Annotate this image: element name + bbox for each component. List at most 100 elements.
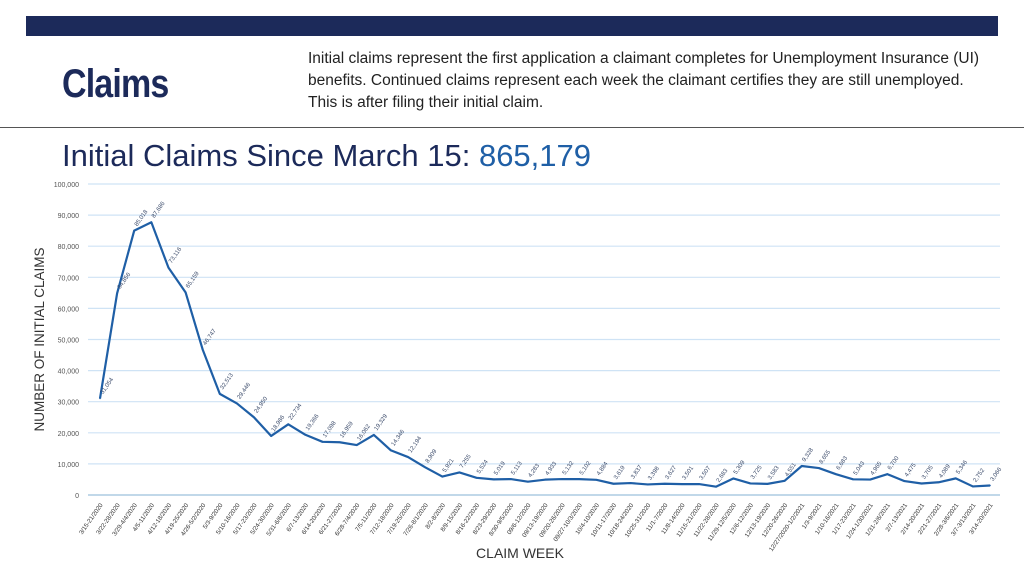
data-point xyxy=(646,483,649,486)
divider xyxy=(0,127,1024,128)
data-point xyxy=(629,482,632,484)
data-label: 16,959 xyxy=(339,420,355,439)
y-tick-label: 70,000 xyxy=(58,275,80,282)
data-point xyxy=(116,292,118,295)
data-label: 3,398 xyxy=(647,465,661,481)
data-label: 64,856 xyxy=(117,271,133,290)
data-label: 6,700 xyxy=(887,455,901,471)
data-label: 3,583 xyxy=(767,465,781,481)
data-point xyxy=(407,456,409,458)
data-point xyxy=(972,485,974,488)
data-label: 5,113 xyxy=(510,460,524,476)
y-tick-label: 0 xyxy=(75,493,79,500)
data-point xyxy=(664,482,666,485)
data-label: 4,965 xyxy=(870,460,884,476)
data-point xyxy=(150,221,153,224)
data-label: 4,933 xyxy=(545,461,559,477)
data-point xyxy=(373,434,375,436)
data-label: 4,884 xyxy=(596,461,610,477)
data-label: 73,116 xyxy=(168,246,184,265)
data-point xyxy=(698,483,700,485)
y-tick-label: 60,000 xyxy=(58,306,80,313)
data-point xyxy=(783,480,786,482)
data-label: 17,098 xyxy=(322,420,338,439)
series-line xyxy=(98,221,991,488)
y-tick-label: 10,000 xyxy=(58,462,80,469)
data-label: 9,328 xyxy=(801,447,815,463)
description: Initial claims represent the first appli… xyxy=(308,50,980,111)
data-point xyxy=(886,473,889,475)
data-label: 3,705 xyxy=(921,464,935,480)
data-point xyxy=(903,480,906,482)
data-label: 19,329 xyxy=(374,413,390,432)
data-label: 3,725 xyxy=(750,464,764,480)
data-point xyxy=(800,465,803,467)
data-point xyxy=(749,482,752,485)
data-label: 5,921 xyxy=(442,457,456,473)
y-tick-label: 90,000 xyxy=(58,213,80,220)
data-point xyxy=(869,478,871,481)
data-point xyxy=(219,393,221,395)
data-label: 3,507 xyxy=(699,465,713,481)
data-point xyxy=(544,478,546,481)
data-label: 32,513 xyxy=(220,372,236,391)
data-point xyxy=(167,266,170,269)
data-point xyxy=(852,478,854,481)
y-tick-label: 20,000 xyxy=(58,431,80,438)
data-label: 24,950 xyxy=(254,396,270,415)
x-axis-title: CLAIM WEEK xyxy=(476,545,565,561)
data-label: 5,346 xyxy=(955,459,969,475)
data-label: 6,683 xyxy=(836,455,850,471)
data-point xyxy=(201,348,204,351)
data-label: 46,747 xyxy=(202,328,218,347)
data-point xyxy=(99,397,101,400)
data-label: 8,909 xyxy=(425,448,439,464)
data-point xyxy=(304,433,307,436)
data-point xyxy=(595,479,598,481)
data-point xyxy=(321,441,324,443)
data-point xyxy=(458,471,461,474)
data-point xyxy=(835,473,837,476)
data-point xyxy=(236,402,238,405)
data-point xyxy=(527,480,529,483)
y-tick-label: 80,000 xyxy=(58,244,80,251)
data-label: 5,132 xyxy=(562,460,576,476)
data-label: 19,366 xyxy=(305,413,321,432)
data-point xyxy=(287,423,290,426)
data-label: 14,346 xyxy=(391,429,407,448)
data-label: 8,655 xyxy=(819,449,833,465)
data-label: 87,686 xyxy=(151,200,167,219)
data-point xyxy=(612,482,615,485)
data-point xyxy=(390,449,392,452)
y-tick-label: 40,000 xyxy=(58,369,80,376)
data-point xyxy=(920,482,923,485)
chart-heading-label: Initial Claims Since March 15: xyxy=(62,138,471,173)
data-label: 3,066 xyxy=(990,466,1004,482)
data-point xyxy=(184,291,187,294)
total-claims: 865,179 xyxy=(478,138,592,173)
data-label: 5,309 xyxy=(733,459,747,475)
data-point xyxy=(681,483,683,485)
y-tick-label: 30,000 xyxy=(58,400,80,407)
data-label: 7,255 xyxy=(459,453,473,469)
data-point xyxy=(561,478,563,480)
chart-heading: Initial Claims Since March 15: 865,179 xyxy=(62,138,591,174)
data-point xyxy=(424,466,426,469)
data-point xyxy=(989,484,991,487)
data-point xyxy=(441,475,444,478)
y-axis-title: NUMBER OF INITIAL CLAIMS xyxy=(32,247,47,431)
top-banner xyxy=(26,16,998,36)
data-point xyxy=(338,441,341,444)
data-point xyxy=(818,467,820,469)
data-label: 12,194 xyxy=(408,435,424,454)
data-point xyxy=(475,477,478,479)
data-label: 3,627 xyxy=(665,465,679,481)
data-label: 3,501 xyxy=(682,465,696,481)
data-label: 65,159 xyxy=(185,270,201,289)
data-label: 2,752 xyxy=(973,467,987,483)
data-label: 4,089 xyxy=(938,463,952,479)
data-point xyxy=(578,478,581,480)
data-point xyxy=(355,444,358,446)
data-point xyxy=(954,477,957,480)
